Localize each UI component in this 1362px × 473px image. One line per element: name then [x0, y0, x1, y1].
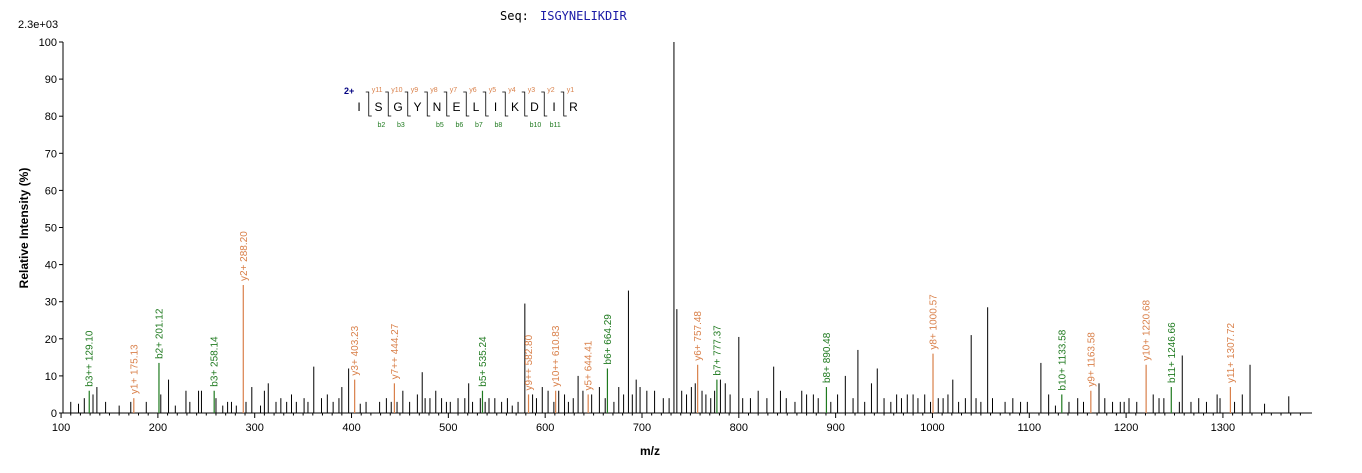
peak-label: b2+ 201.12 — [154, 308, 165, 359]
peak-label: b11+ 1246.66 — [1167, 322, 1178, 383]
y-tick-label: 40 — [45, 260, 57, 272]
y-ion-marker: y8 — [430, 87, 438, 94]
x-tick-label: 800 — [730, 422, 748, 434]
sequence-residue: I — [494, 100, 497, 114]
fragment-cleavage-marker — [521, 91, 528, 117]
b-ion-marker: b2 — [377, 122, 385, 129]
b-ion-marker: b11 — [550, 122, 561, 129]
peak-label: y2+ 288.20 — [239, 231, 250, 281]
x-tick-label: 1200 — [1114, 422, 1138, 434]
peak-label: y1+ 175.13 — [129, 344, 140, 394]
b-ion-marker: b5 — [436, 122, 444, 129]
sequence-residue: I — [552, 100, 555, 114]
sequence-title: ISGYNELIKDIR — [540, 9, 627, 23]
peak-label: y3+ 403.23 — [350, 325, 361, 375]
y-tick-label: 50 — [45, 223, 57, 235]
b-ion-marker: b7 — [475, 122, 483, 129]
y-ion-marker: y3 — [528, 87, 536, 94]
charge-label: 2+ — [344, 86, 354, 96]
x-tick-label: 400 — [342, 422, 360, 434]
peak-label: y10++ 610.83 — [551, 325, 562, 387]
sequence-residue: R — [569, 100, 578, 114]
y-axis-label: Relative Intensity (%) — [17, 168, 31, 289]
y-ion-marker: y10 — [391, 87, 402, 94]
y-tick-label: 10 — [45, 371, 57, 383]
x-tick-label: 1300 — [1211, 422, 1235, 434]
y-tick-label: 20 — [45, 334, 57, 346]
y-ion-marker: y5 — [489, 87, 497, 94]
fragment-cleavage-marker — [560, 91, 567, 117]
fragment-cleavage-marker — [385, 91, 392, 117]
y-tick-label: 80 — [45, 111, 57, 123]
peak-label: y9++ 582.80 — [524, 334, 535, 390]
peak-label: b8+ 890.48 — [822, 332, 833, 383]
fragment-cleavage-marker — [424, 91, 431, 117]
peak-label: y5+ 644.41 — [584, 340, 595, 390]
x-tick-label: 200 — [149, 422, 167, 434]
max-intensity-label: 2.3e+03 — [18, 19, 58, 31]
y-ion-marker: y6 — [469, 87, 477, 94]
y-ion-marker: y2 — [547, 87, 555, 94]
b-ion-marker: b6 — [455, 122, 463, 129]
sequence-residue: D — [530, 100, 539, 114]
peak-label: b7+ 777.37 — [712, 325, 723, 376]
x-tick-label: 100 — [52, 422, 70, 434]
x-tick-label: 600 — [536, 422, 554, 434]
sequence-residue: I — [357, 100, 360, 114]
peak-label: y9+ 1163.58 — [1086, 332, 1097, 387]
sequence-prefix: Seq: — [500, 9, 529, 23]
sequence-residue: N — [433, 100, 442, 114]
sequence-residue: E — [452, 100, 460, 114]
peak-label: b3+ 258.14 — [210, 336, 221, 387]
y-tick-label: 70 — [45, 148, 57, 160]
peak-label: b10+ 1133.58 — [1057, 329, 1068, 390]
x-tick-label: 1000 — [920, 422, 944, 434]
y-tick-label: 90 — [45, 74, 57, 86]
y-tick-label: 30 — [45, 297, 57, 309]
peak-label: b3++ 129.10 — [85, 330, 96, 387]
sequence-residue: G — [393, 100, 402, 114]
sequence-residue: Y — [413, 100, 421, 114]
peak-series — [70, 42, 1290, 413]
b-ion-marker: b3 — [397, 122, 405, 129]
peak-label: b5+ 535.24 — [478, 336, 489, 387]
x-tick-label: 900 — [826, 422, 844, 434]
peak-label: y11+ 1307.72 — [1226, 322, 1237, 383]
peak-label: b6+ 664.29 — [603, 314, 614, 365]
fragment-cleavage-marker — [463, 91, 470, 117]
fragment-cleavage-marker — [404, 91, 411, 117]
fragment-cleavage-marker — [541, 91, 548, 117]
peak-label: y8+ 1000.57 — [929, 294, 940, 350]
y-ion-marker: y7 — [450, 87, 458, 94]
sequence-residue: S — [374, 100, 382, 114]
fragment-cleavage-marker — [443, 91, 450, 117]
fragment-cleavage-marker — [482, 91, 489, 117]
x-tick-label: 300 — [246, 422, 264, 434]
fragment-cleavage-marker — [502, 91, 509, 117]
sequence-residue: L — [473, 100, 480, 114]
x-axis-ticks: 100 200 300 400 500 600 700 800 900 1000 1100 1200 1… — [52, 413, 1301, 434]
x-tick-label: 1100 — [1017, 422, 1041, 434]
b-ion-marker: b8 — [494, 122, 502, 129]
y-tick-label: 100 — [39, 37, 57, 49]
b-ion-marker: b10 — [530, 122, 542, 129]
fragment-cleavage-marker — [365, 91, 372, 117]
peak-label: y10+ 1220.68 — [1142, 299, 1153, 360]
peak-label: y6+ 757.48 — [693, 311, 704, 361]
peak-labels: b3++ 129.10 y1+ 175.13 b2+ 201.12 b3+ 258.1… — [85, 231, 1237, 394]
y-ion-marker: y4 — [508, 87, 516, 94]
y-tick-label: 0 — [51, 408, 57, 420]
sequence-residue: K — [511, 100, 519, 114]
peak-label: y7++ 444.27 — [390, 323, 401, 379]
y-axis-ticks: 0 10 20 30 40 50 60 70 80 90 100 — [39, 37, 63, 420]
y-ion-marker: y11 — [372, 87, 383, 94]
x-tick-label: 500 — [439, 422, 457, 434]
y-tick-label: 60 — [45, 185, 57, 197]
x-tick-label: 700 — [633, 422, 651, 434]
x-axis-label: m/z — [640, 444, 660, 458]
y-ion-marker: y9 — [411, 87, 419, 94]
y-ion-marker: y1 — [567, 87, 575, 94]
